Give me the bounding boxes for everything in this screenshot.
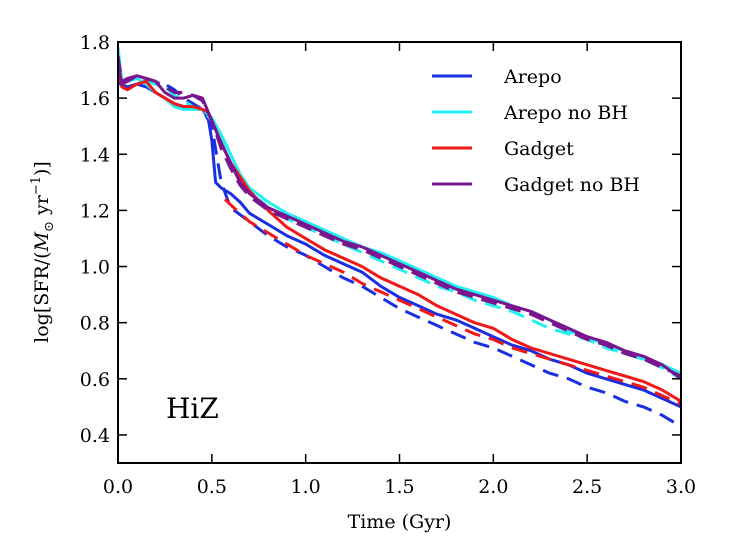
x-tick-label: 1.5 <box>384 476 414 498</box>
legend-label: Gadget <box>504 138 574 160</box>
y-axis-label-exp: −1 <box>29 176 44 195</box>
y-axis-label: log[SFR/(M⊙ yr−1)] <box>29 161 57 343</box>
x-tick-labels: 0.0 0.5 1.0 1.5 2.0 2.5 3.0 <box>103 476 696 498</box>
x-axis-label: Time (Gyr) <box>348 511 452 533</box>
y-tick-label: 0.4 <box>80 425 110 447</box>
legend-entry: Arepo no BH <box>432 102 628 124</box>
x-tick-label: 3.0 <box>666 476 696 498</box>
y-tick-label: 1.2 <box>80 200 110 222</box>
legend-entry: Arepo <box>432 66 562 88</box>
y-axis-label-msub: ⊙ <box>42 221 57 232</box>
y-axis-label-prefix: log[SFR/( <box>31 251 53 342</box>
series-layer <box>118 47 681 428</box>
y-axis-label-msym: M <box>31 231 53 252</box>
y-tick-label: 1.4 <box>80 144 110 166</box>
legend-label: Gadget no BH <box>504 174 640 196</box>
y-axis-label-suffix: )] <box>31 161 53 176</box>
legend-entry: Gadget <box>432 138 574 160</box>
series-line-gadget-dashed <box>223 198 681 406</box>
x-tick-label: 0.5 <box>197 476 227 498</box>
y-tick-label: 1.8 <box>80 32 110 54</box>
y-axis-label-unit: yr <box>31 194 53 221</box>
y-tick-label: 1.0 <box>80 257 110 279</box>
x-tick-label: 0.0 <box>103 476 133 498</box>
plot-background <box>118 42 681 463</box>
x-tick-label: 2.0 <box>478 476 508 498</box>
y-tick-labels: 0.4 0.6 0.8 1.0 1.2 1.4 1.6 1.8 <box>80 32 110 447</box>
y-tick-label: 1.6 <box>80 88 110 110</box>
series-line-gadget-no-bh <box>118 61 681 381</box>
series-line-gadget <box>118 64 681 403</box>
y-tick-label: 0.8 <box>80 313 110 335</box>
legend-label: Arepo <box>503 66 562 88</box>
y-tick-label: 0.6 <box>80 369 110 391</box>
x-tick-label: 2.5 <box>572 476 602 498</box>
plot-frame <box>117 41 682 464</box>
series-line-gadget-no-bh-dashed <box>118 55 681 378</box>
panel-label: HiZ <box>166 392 219 425</box>
legend-label: Arepo no BH <box>503 102 628 124</box>
legend-entry: Gadget no BH <box>432 174 640 196</box>
legend: Arepo Arepo no BH Gadget Gadget no BH <box>432 66 640 196</box>
x-tick-label: 1.0 <box>291 476 321 498</box>
